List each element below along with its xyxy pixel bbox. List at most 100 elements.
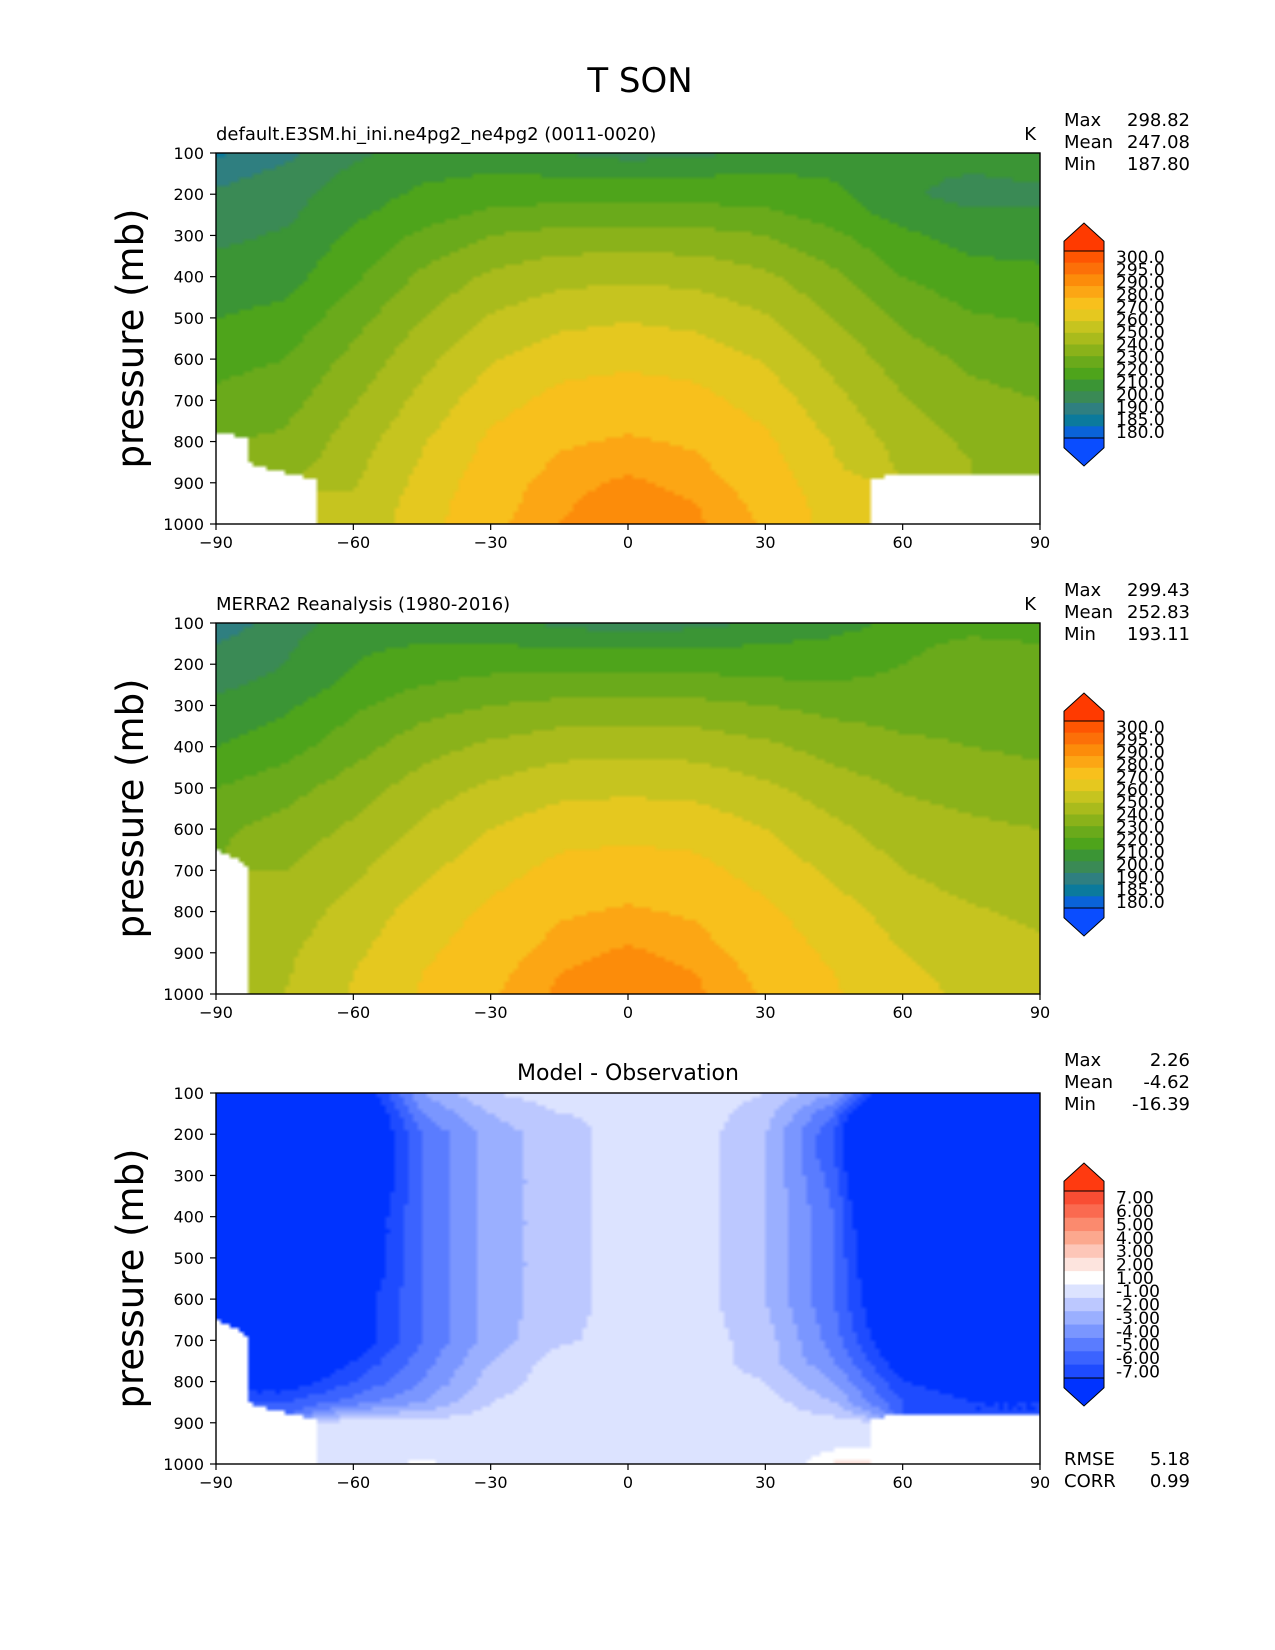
stat-label: Max	[1064, 580, 1102, 601]
colorbar-swatch	[1064, 344, 1104, 357]
stat-value: -16.39	[1132, 1094, 1190, 1115]
x-tick-label: −90	[199, 1003, 233, 1022]
colorbar-min-arrow	[1063, 1377, 1105, 1407]
stat-label: Mean	[1064, 602, 1113, 623]
colorbar-label: 295.0	[1116, 261, 1165, 281]
x-tick-label: −30	[474, 533, 508, 552]
panel-diff: −90 −60 −30 0 30 60 90 100 200 300 400 500 600 700 800…	[109, 1050, 1190, 1492]
x-tick-label: 0	[623, 533, 633, 552]
colorbar-swatch	[1064, 849, 1104, 862]
stat-value: 187.80	[1127, 154, 1190, 175]
x-tick-label: 30	[755, 1473, 775, 1492]
colorbar-swatch	[1064, 721, 1104, 734]
y-tick-label: 1000	[163, 1455, 204, 1474]
y-tick-label: 100	[173, 1084, 204, 1103]
colorbar-min-arrow	[1063, 437, 1105, 467]
x-tick-label: −90	[199, 533, 233, 552]
colorbar-label: -7.00	[1116, 1362, 1160, 1382]
contour-field	[216, 1093, 1040, 1464]
colorbar-swatch	[1064, 779, 1104, 792]
colorbar-label: 270.0	[1116, 298, 1165, 318]
x-tick-label: 0	[623, 1473, 633, 1492]
colorbar-swatch	[1064, 814, 1104, 827]
stat-label: Mean	[1064, 1072, 1113, 1093]
y-tick-label: 1000	[163, 985, 204, 1004]
x-tick-label: 0	[623, 1003, 633, 1022]
colorbar-swatch	[1064, 356, 1104, 369]
colorbar-label: 260.0	[1116, 311, 1165, 331]
colorbar-label: 250.0	[1116, 793, 1165, 813]
colorbar-swatch	[1064, 802, 1104, 815]
stat-label: Max	[1064, 1050, 1102, 1071]
stat-label: RMSE	[1064, 1449, 1115, 1470]
stat-value: 2.26	[1150, 1050, 1190, 1071]
colorbar-label: 280.0	[1116, 286, 1165, 306]
colorbar-label: 6.00	[1116, 1202, 1154, 1222]
colorbar-frame	[1063, 1190, 1105, 1379]
colorbar-swatch	[1064, 426, 1104, 439]
x-tick-label: 30	[755, 533, 775, 552]
y-tick-label: 200	[173, 1125, 204, 1144]
colorbar-swatch	[1064, 1204, 1104, 1219]
colorbar-label: 180.0	[1116, 423, 1165, 443]
colorbar-label: 200.0	[1116, 855, 1165, 875]
x-tick-label: 60	[892, 1003, 912, 1022]
colorbar-label: -1.00	[1116, 1282, 1160, 1302]
x-tick-label: −30	[474, 1473, 508, 1492]
colorbar-swatch	[1064, 1311, 1104, 1325]
colorbar-swatch	[1064, 1284, 1104, 1299]
colorbar-swatch	[1064, 391, 1104, 404]
stat-value: 247.08	[1127, 132, 1190, 153]
colorbar-swatch	[1064, 297, 1104, 310]
colorbar-label: 220.0	[1116, 360, 1165, 380]
stat-value: 298.82	[1127, 110, 1190, 131]
colorbar-label: 240.0	[1116, 336, 1165, 356]
y-axis-label: pressure (mb)	[109, 679, 152, 939]
colorbar-label: 190.0	[1116, 868, 1165, 888]
colorbar-label: 300.0	[1116, 248, 1165, 268]
colorbar-swatch	[1064, 744, 1104, 757]
x-tick-label: −60	[336, 533, 370, 552]
colorbar-label: 260.0	[1116, 781, 1165, 801]
colorbar-swatch	[1064, 1217, 1104, 1232]
colorbar-swatch	[1064, 732, 1104, 745]
colorbar-max-arrow	[1063, 222, 1105, 252]
stat-value: 299.43	[1127, 580, 1190, 601]
stat-value: 252.83	[1127, 602, 1190, 623]
colorbar-swatch	[1064, 274, 1104, 287]
colorbar-swatch	[1064, 1351, 1104, 1366]
contour-field	[216, 623, 1040, 994]
colorbar-label: 210.0	[1116, 843, 1165, 863]
y-tick-label: 500	[173, 779, 204, 798]
stat-label: Min	[1064, 154, 1096, 175]
colorbar-label: 290.0	[1116, 273, 1165, 293]
colorbar-label: 295.0	[1116, 731, 1165, 751]
colorbar-frame	[1063, 720, 1105, 909]
stat-label: Max	[1064, 110, 1102, 131]
colorbar-max-arrow	[1063, 1162, 1105, 1192]
colorbar-swatch	[1064, 1257, 1104, 1272]
x-tick-label: 60	[892, 533, 912, 552]
colorbar-swatch	[1064, 321, 1104, 334]
colorbar-swatch	[1064, 756, 1104, 769]
y-tick-label: 600	[173, 820, 204, 839]
colorbar-label: -2.00	[1116, 1296, 1160, 1316]
y-tick-label: 200	[173, 185, 204, 204]
colorbar-swatch	[1064, 402, 1104, 416]
x-tick-label: 90	[1030, 533, 1050, 552]
y-tick-label: 300	[173, 226, 204, 245]
stat-value: 5.18	[1150, 1449, 1190, 1470]
colorbar: 300.0295.0290.0280.0270.0260.0250.0240.0…	[1063, 222, 1165, 467]
colorbar-swatch	[1064, 767, 1104, 780]
colorbar-swatch	[1064, 791, 1104, 804]
colorbar-max-arrow	[1063, 692, 1105, 722]
colorbar-swatch	[1064, 1324, 1104, 1339]
y-tick-label: 100	[173, 614, 204, 633]
colorbar-label: 220.0	[1116, 830, 1165, 850]
colorbar-label: 290.0	[1116, 743, 1165, 763]
colorbar-swatch	[1064, 896, 1104, 909]
x-tick-label: −90	[199, 1473, 233, 1492]
y-axis-label: pressure (mb)	[109, 209, 152, 469]
panel-title: default.E3SM.hi_ini.ne4pg2_ne4pg2 (0011-…	[216, 124, 656, 145]
